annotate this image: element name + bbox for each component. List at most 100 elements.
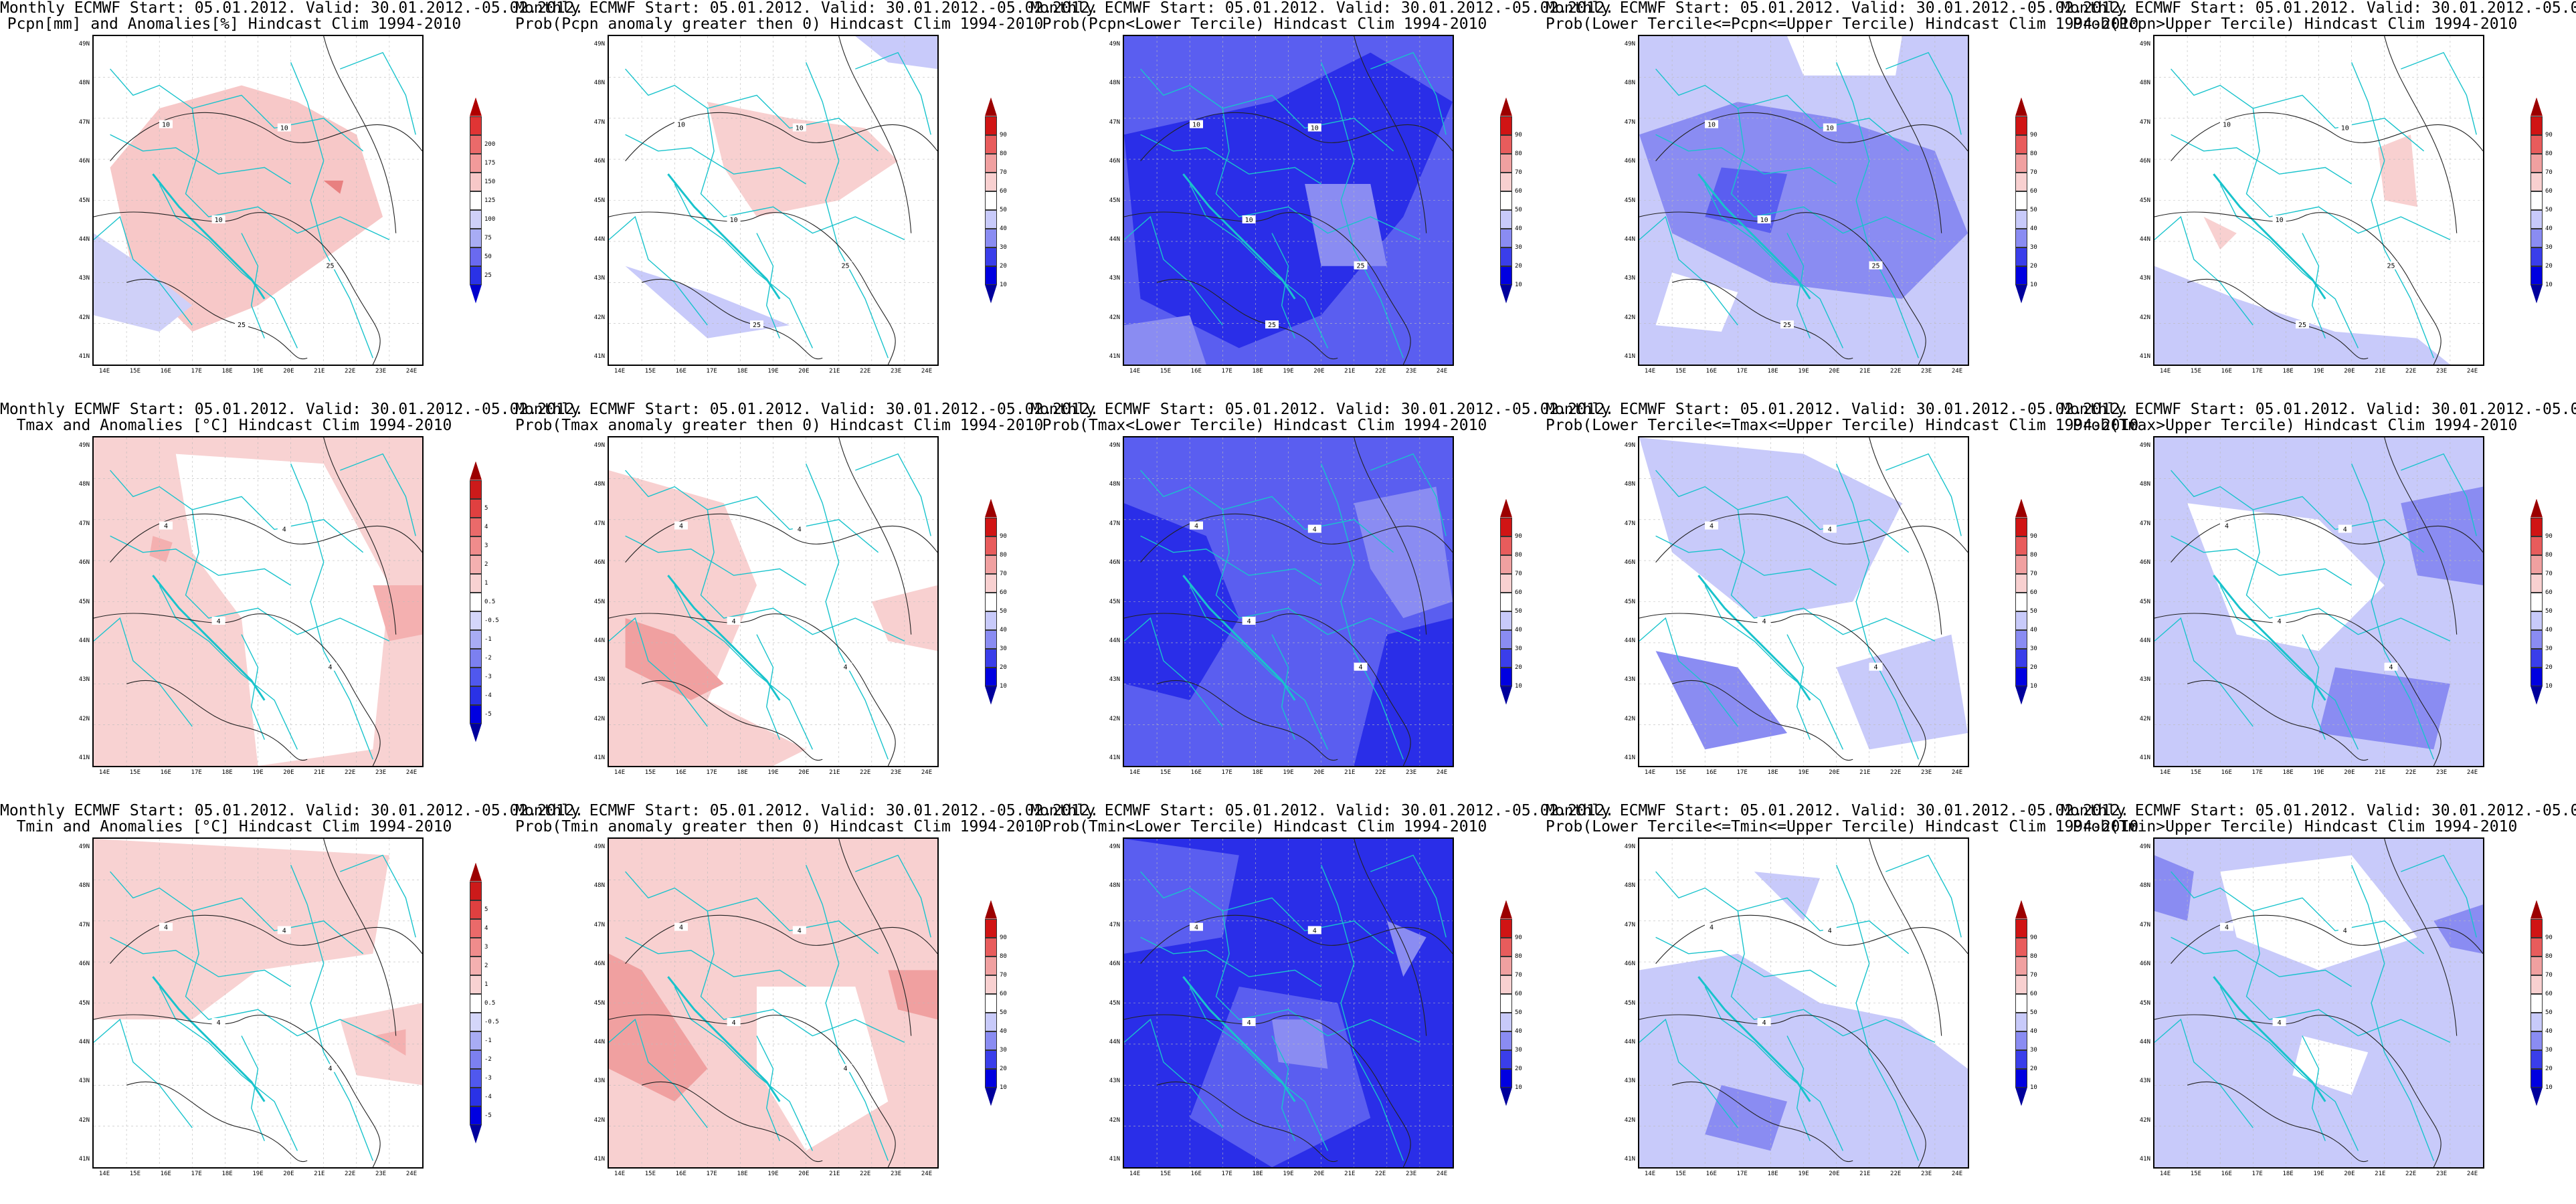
probability-region (2318, 667, 2450, 750)
colorbar-segment (1500, 975, 1512, 994)
latitude-tick-label: 43N (2139, 676, 2150, 684)
border-line (2401, 453, 2477, 536)
probability-region (757, 987, 889, 1151)
contour-label-bg (159, 521, 173, 530)
colorbar-segment (1500, 1068, 1512, 1088)
climatology-contour (838, 839, 912, 1036)
longitude-tick-label: 19E (1283, 368, 1294, 375)
colorbar-label: 30 (1000, 243, 1007, 251)
colorbar-segment (2015, 573, 2027, 593)
colorbar-label: 20 (2545, 1065, 2553, 1072)
panel-title: Monthly ECMWF Start: 05.01.2012. Valid: … (515, 401, 1099, 433)
colorbar-label: 75 (484, 234, 492, 241)
latitude-tick-label: 45N (1109, 598, 1120, 605)
coastline (2213, 173, 2326, 300)
colorbar-segment (2015, 536, 2027, 555)
colorbar-label: 60 (1515, 187, 1522, 195)
contour-label-bg (838, 1064, 852, 1072)
latitude-tick-label: 45N (2139, 598, 2150, 605)
colorbar-segment (470, 97, 482, 116)
border-line (94, 1018, 193, 1128)
colorbar-label: 90 (1515, 532, 1522, 540)
colorbar-segment (2531, 153, 2543, 173)
border-line (290, 62, 373, 359)
contour-label: 10 (1760, 217, 1768, 224)
contour-label: 4 (282, 526, 286, 534)
contour-label-bg (792, 926, 806, 934)
colorbar-segment (1500, 209, 1512, 229)
longitude-tick-label: 20E (798, 1171, 810, 1177)
longitude-tick-label: 24E (921, 368, 933, 375)
border-line (290, 464, 373, 760)
colorbar-label: 90 (2030, 532, 2037, 540)
latitude-tick-label: 45N (593, 598, 605, 605)
colorbar-segment (470, 648, 482, 668)
colorbar-segment (1500, 498, 1512, 518)
longitude-tick-label: 16E (1190, 368, 1202, 375)
latitude-tick-label: 48N (1624, 80, 1635, 87)
colorbar-segment (470, 1106, 482, 1125)
latitude-tick-label: 44N (593, 235, 605, 243)
climatology-contour (94, 613, 381, 766)
colorbar-segment (985, 536, 997, 555)
longitude-tick-label: 21E (829, 368, 840, 375)
panel-title-line1: Monthly ECMWF Start: 05.01.2012. Valid: … (0, 802, 584, 819)
latitude-tick-label: 46N (78, 158, 90, 165)
coastline (152, 575, 266, 701)
panel-title: Monthly ECMWF Start: 05.01.2012. Valid: … (1546, 0, 2138, 32)
contour-label: 4 (1313, 928, 1317, 935)
colorbar-label: 70 (1000, 971, 1007, 979)
latitude-tick-label: 42N (78, 1116, 90, 1124)
colorbar-label: 20 (1000, 664, 1007, 671)
contour-label: 4 (164, 924, 168, 932)
colorbar-segment (2015, 209, 2027, 229)
panel-title-line2: Prob(Lower Tercile<=Tmax<=Upper Tercile)… (1546, 417, 2139, 434)
longitude-tick-label: 16E (1190, 769, 1202, 776)
longitude-tick-label: 20E (798, 368, 810, 375)
latitude-tick-label: 42N (1624, 314, 1635, 321)
colorbar-segment (470, 629, 482, 649)
colorbar-label: 70 (2545, 169, 2553, 176)
longitude-tick-label: 24E (2466, 769, 2478, 776)
border-line (1140, 470, 1394, 553)
colorbar-segment (470, 573, 482, 593)
border-line (2219, 183, 2359, 348)
colorbar-segment (985, 686, 997, 705)
latitude-tick-label: 44N (1109, 1038, 1120, 1045)
colorbar-segment (470, 1049, 482, 1069)
contour-label-bg (1354, 662, 1368, 671)
colorbar-label: 30 (2545, 243, 2553, 251)
colorbar-segment (985, 266, 997, 285)
latitude-tick-label: 46N (1624, 158, 1635, 165)
contour-label-bg (2384, 261, 2398, 270)
colorbar-label: -2 (484, 654, 492, 662)
colorbar-segment (470, 704, 482, 724)
colorbar-label: 25 (484, 272, 492, 279)
contour-label-bg (1307, 926, 1321, 934)
colorbar-segment (1500, 134, 1512, 154)
colorbar (2531, 498, 2543, 705)
longitude-tick-label: 24E (1436, 368, 1448, 375)
border-line (674, 183, 814, 348)
map-area: 4 4 4 (2153, 837, 2484, 1169)
probability-region (149, 536, 173, 563)
border-line (1786, 634, 1811, 740)
latitude-tick-label: 49N (1109, 41, 1120, 47)
colorbar-label: -1 (484, 1037, 492, 1044)
contour-label-bg (1242, 1018, 1256, 1026)
border-line (241, 1035, 265, 1141)
panel-title-line1: Monthly ECMWF Start: 05.01.2012. Valid: … (1546, 802, 2130, 819)
panel-title-line1: Monthly ECMWF Start: 05.01.2012. Valid: … (0, 401, 584, 418)
longitude-tick-label: 14E (98, 368, 110, 375)
coastline (152, 173, 266, 300)
colorbar-segment (470, 667, 482, 686)
contour-label-bg (211, 617, 225, 625)
colorbar-segment (470, 592, 482, 611)
colorbar-label: 40 (1515, 225, 1522, 232)
colorbar-segment (985, 498, 997, 518)
contour-label: 4 (2225, 924, 2229, 932)
colorbar-label: 2 (484, 962, 488, 969)
colorbar-segment (2015, 228, 2027, 247)
probability-region (323, 181, 344, 194)
colorbar-segment (985, 611, 997, 630)
